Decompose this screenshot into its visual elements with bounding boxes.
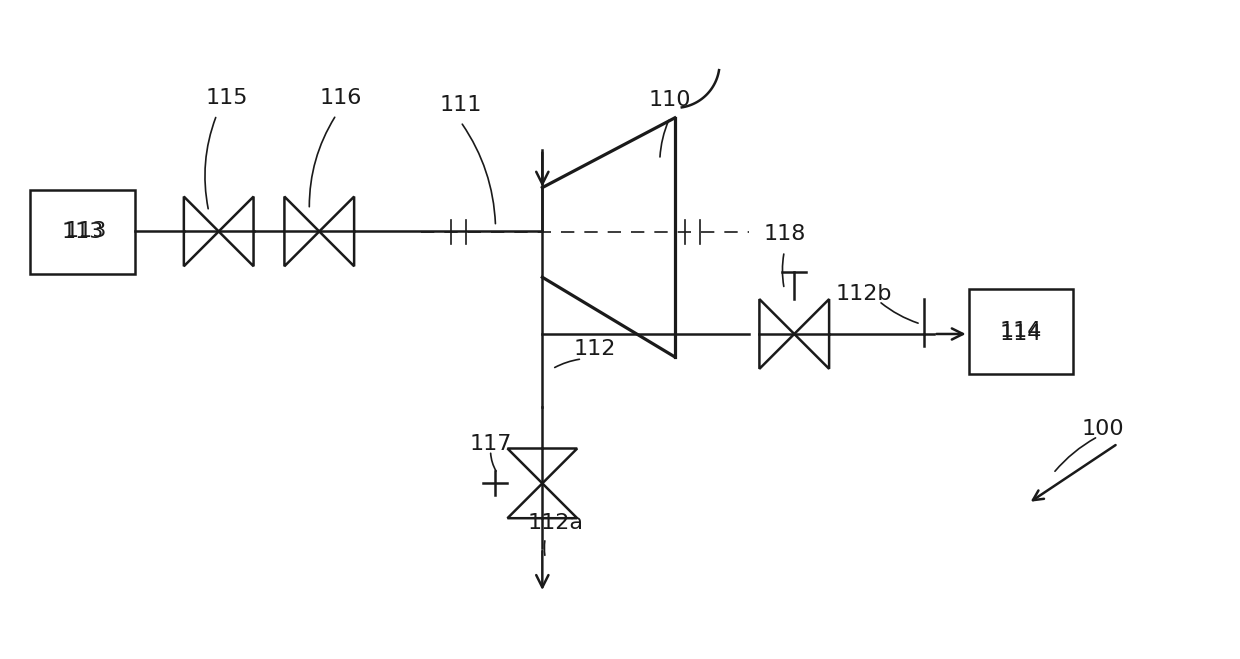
Text: 117: 117 — [470, 434, 512, 453]
Text: 118: 118 — [763, 225, 806, 244]
Text: 115: 115 — [206, 88, 248, 108]
Text: 100: 100 — [1081, 418, 1125, 439]
Text: 113: 113 — [62, 222, 104, 242]
Text: 112: 112 — [574, 339, 616, 359]
Text: 110: 110 — [649, 90, 691, 110]
Text: 113: 113 — [64, 221, 107, 241]
FancyBboxPatch shape — [31, 190, 135, 274]
Text: 112b: 112b — [836, 284, 893, 304]
Text: 111: 111 — [439, 95, 482, 115]
Text: 116: 116 — [320, 88, 362, 108]
Text: 114: 114 — [999, 322, 1042, 341]
Text: 112a: 112a — [527, 513, 583, 533]
Text: 114: 114 — [999, 324, 1042, 344]
FancyBboxPatch shape — [968, 289, 1073, 374]
